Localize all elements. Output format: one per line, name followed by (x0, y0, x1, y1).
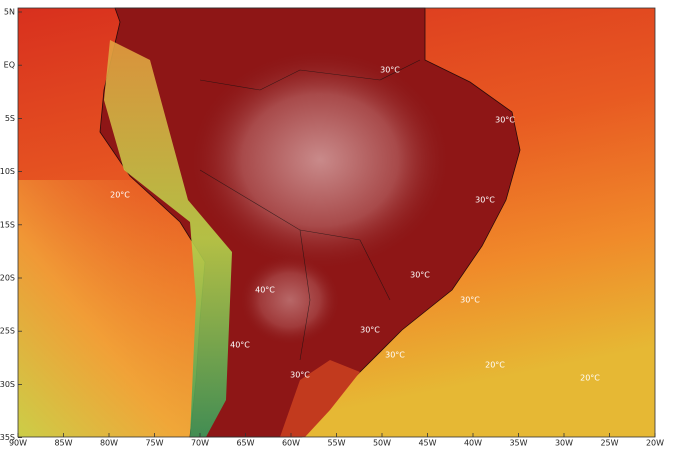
lat-label: 5N (4, 8, 15, 17)
lon-label: 85W (54, 439, 72, 448)
lon-label: 40W (464, 439, 482, 448)
contour-label: 30°C (495, 116, 515, 125)
lon-label: 45W (418, 439, 436, 448)
border (199, 59, 421, 91)
contour-label: 30°C (410, 271, 430, 280)
lon-label: 60W (282, 439, 300, 448)
contour-label: 30°C (360, 326, 380, 335)
border (299, 229, 391, 301)
contour-label: 30°C (290, 371, 310, 380)
lon-label: 30W (555, 439, 573, 448)
andes (104, 40, 232, 437)
contour-label: 40°C (230, 341, 250, 350)
lat-label: 25S (0, 327, 15, 336)
lon-label: 75W (145, 439, 163, 448)
lat-label: 30S (0, 380, 15, 389)
contour-label: 30°C (385, 351, 405, 360)
hot-core (240, 255, 340, 345)
lon-label: 25W (600, 439, 618, 448)
south-region (280, 360, 360, 437)
contour-label: 40°C (255, 286, 275, 295)
lat-label: 10S (0, 167, 15, 176)
lon-label: 55W (327, 439, 345, 448)
contour-label: 20°C (110, 191, 130, 200)
lon-label: 90W (9, 439, 27, 448)
lon-label: 20W (646, 439, 664, 448)
lon-label: 70W (191, 439, 209, 448)
lon-label: 80W (100, 439, 118, 448)
contour-label: 30°C (380, 66, 400, 75)
contour-label: 30°C (475, 196, 495, 205)
lon-label: 35W (509, 439, 527, 448)
lon-label: 65W (236, 439, 254, 448)
lat-label: EQ (4, 61, 15, 70)
contour-label: 20°C (485, 361, 505, 370)
lat-label: 15S (0, 220, 15, 229)
contour-label: 30°C (460, 296, 480, 305)
lat-label: 35S (0, 433, 15, 442)
lat-label: 5S (5, 114, 15, 123)
lat-label: 20S (0, 274, 15, 283)
hot-core (190, 50, 450, 270)
borders (199, 59, 421, 361)
contour-label: 20°C (580, 374, 600, 383)
lon-label: 50W (373, 439, 391, 448)
